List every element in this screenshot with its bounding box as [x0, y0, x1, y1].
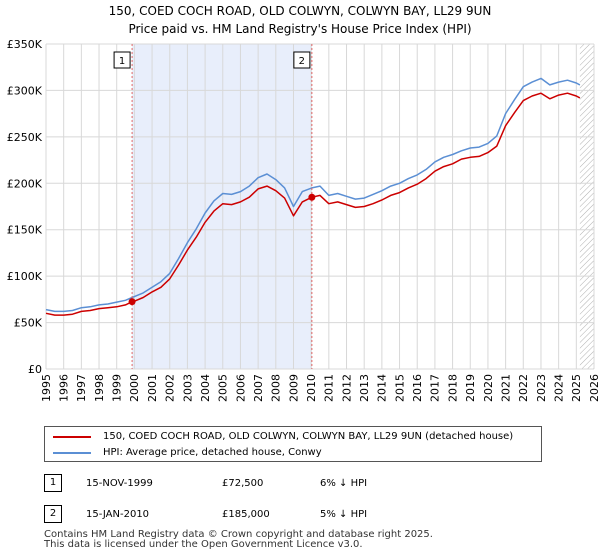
sale-point — [128, 298, 136, 306]
chart-title-line-1: 150, COED COCH ROAD, OLD COLWYN, COLWYN … — [108, 4, 492, 18]
sale-marker-box — [113, 51, 131, 69]
x-tick-label: 2026 — [588, 374, 600, 402]
x-tick-label: 2004 — [199, 374, 212, 402]
y-tick-label: £150K — [7, 224, 43, 237]
attribution-line-1: Contains HM Land Registry data © Crown c… — [44, 529, 433, 540]
x-tick-label: 2006 — [234, 374, 247, 402]
x-tick-label: 2024 — [552, 374, 565, 402]
sale-hpi-diff: 5% ↓ HPI — [320, 509, 368, 520]
x-tick-label: 2017 — [429, 374, 442, 402]
x-tick-label: 2009 — [287, 374, 300, 402]
legend: 150, COED COCH ROAD, OLD COLWYN, COLWYN … — [44, 426, 542, 462]
sale-row-1: 1 15-NOV-1999 £72,500 6% ↓ HPI — [44, 474, 404, 494]
sale-row-2: 2 15-JAN-2010 £185,000 5% ↓ HPI — [44, 505, 404, 525]
ownership-shade — [132, 44, 312, 369]
x-tick-label: 2021 — [499, 374, 512, 402]
sale-number-badge: 2 — [44, 505, 62, 523]
attribution-line-2: This data is licensed under the Open Gov… — [44, 539, 363, 550]
y-tick-label: £300K — [7, 84, 43, 97]
legend-label-hpi: HPI: Average price, detached house, Conw… — [103, 447, 322, 458]
x-tick-label: 2020 — [482, 374, 495, 402]
legend-label-property: 150, COED COCH ROAD, OLD COLWYN, COLWYN … — [103, 431, 514, 442]
x-tick-label: 2016 — [411, 374, 424, 402]
attribution-footer: Contains HM Land Registry data © Crown c… — [44, 530, 433, 550]
x-tick-label: 2023 — [535, 374, 548, 402]
x-tick-label: 2022 — [517, 374, 530, 402]
sale-date: 15-NOV-1999 — [86, 478, 153, 489]
sale-marker-box — [293, 51, 311, 69]
x-tick-label: 2013 — [358, 374, 371, 402]
sale-marker-label: 2 — [299, 56, 305, 67]
sale-marker-label: 1 — [119, 56, 125, 67]
sale-date: 15-JAN-2010 — [86, 509, 150, 520]
x-tick-label: 1996 — [58, 374, 71, 402]
sale-price: £185,000 — [222, 509, 270, 520]
legend-item-property: 150, COED COCH ROAD, OLD COLWYN, COLWYN … — [53, 429, 533, 445]
x-tick-label: 2025 — [570, 374, 583, 402]
x-tick-label: 1997 — [75, 374, 88, 402]
x-tick-label: 2012 — [340, 374, 353, 402]
legend-swatch-hpi — [53, 452, 91, 454]
x-tick-label: 2011 — [323, 374, 336, 402]
x-tick-label: 2008 — [270, 374, 283, 402]
y-tick-label: £200K — [7, 177, 43, 190]
x-tick-label: 1995 — [40, 374, 53, 402]
sale-price: £72,500 — [222, 478, 264, 489]
x-tick-label: 2015 — [393, 374, 406, 402]
y-tick-label: £100K — [7, 270, 43, 283]
x-tick-label: 2007 — [252, 374, 265, 402]
sale-point — [308, 193, 316, 201]
x-tick-label: 2010 — [305, 374, 318, 402]
x-tick-label: 2019 — [464, 374, 477, 402]
sale-number-badge: 1 — [44, 474, 62, 492]
x-tick-label: 2005 — [217, 374, 230, 402]
y-tick-label: £350K — [7, 38, 43, 51]
legend-swatch-property — [53, 436, 91, 438]
x-tick-label: 2014 — [376, 374, 389, 402]
chart-title: 150, COED COCH ROAD, OLD COLWYN, COLWYN … — [0, 2, 600, 38]
y-tick-label: £250K — [7, 131, 43, 144]
plot-background — [132, 44, 594, 369]
y-tick-label: £50K — [14, 317, 43, 330]
x-tick-label: 2003 — [181, 374, 194, 402]
axis-labels: £0 £50K £100K £150K £200K £250K £300K £350K 1995… — [7, 38, 600, 402]
x-tick-label: 2001 — [146, 374, 159, 402]
chart-title-line-2: Price paid vs. HM Land Registry's House … — [128, 22, 472, 36]
y-tick-label: £0 — [28, 363, 42, 376]
x-tick-label: 1999 — [111, 374, 124, 402]
grid-lines — [45, 43, 595, 370]
x-tick-label: 2002 — [164, 374, 177, 402]
hpi-line — [45, 77, 581, 313]
x-tick-label: 1998 — [93, 374, 106, 402]
forecast-hatch — [579, 44, 594, 369]
sale-hpi-diff: 6% ↓ HPI — [320, 478, 368, 489]
x-tick-label: 2000 — [128, 374, 141, 402]
x-tick-label: 2018 — [446, 374, 459, 402]
legend-item-hpi: HPI: Average price, detached house, Conw… — [53, 445, 533, 461]
